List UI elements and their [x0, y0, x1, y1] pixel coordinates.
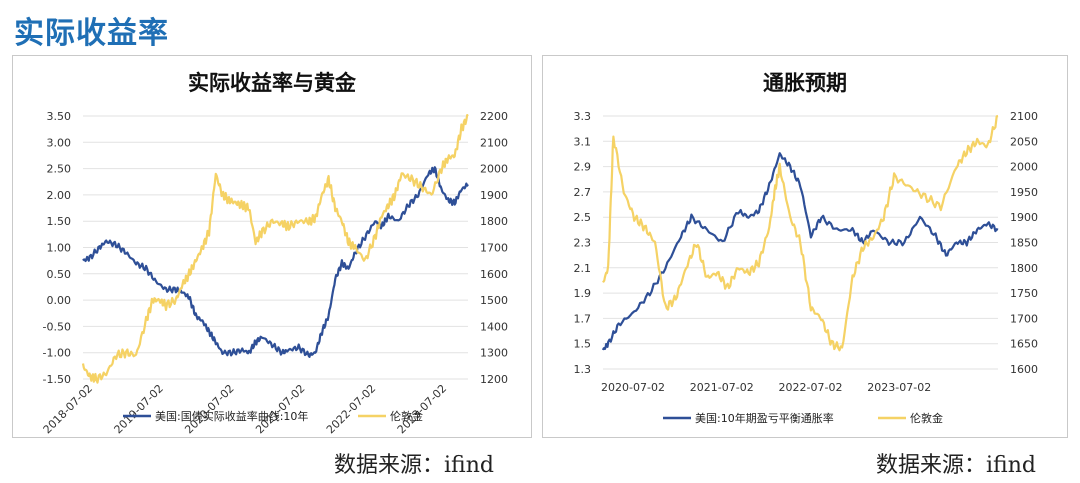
y-right-tick-label: 1950 [1010, 186, 1038, 199]
y-right-tick-label: 1600 [1010, 363, 1038, 376]
x-tick-label: 2022-07-02 [324, 382, 378, 436]
chart-inflation-expectation: 通胀预期 3.3 3.1 2.9 2.7 2.5 2.3 2.1 1.9 1.7 1.5 1.3 210… [574, 71, 1039, 425]
y-right-tick-label: 1650 [1010, 338, 1038, 351]
y-right-tick-label: 2200 [480, 110, 508, 123]
y-left-tick-label: 2.7 [574, 186, 592, 199]
y-right-tick-label: 1800 [480, 215, 508, 228]
y-right-tick-label: 2100 [1010, 110, 1038, 123]
source-note-right: 数据来源：ifind [876, 453, 1036, 478]
y-left-tick-label: -0.50 [43, 320, 71, 333]
y-right-tick-label: 2100 [480, 136, 508, 149]
y-left-tick-label: 2.1 [574, 262, 592, 275]
y-right-tick-label: 1800 [1010, 262, 1038, 275]
y-right-tick-label: 2050 [1010, 135, 1038, 148]
y-left-tick-label: 3.50 [47, 110, 72, 123]
y-left-tick-label: 0.50 [47, 268, 72, 281]
y-right-tick-label: 1300 [480, 347, 508, 360]
y-right-tick-label: 1900 [1010, 211, 1038, 224]
y-left-tick-label: 1.5 [574, 338, 592, 351]
chart-panel-inflation: 通胀预期 3.3 3.1 2.9 2.7 2.5 2.3 2.1 1.9 1.7 1.5 1.3 210… [542, 55, 1068, 438]
legend-label: 美国:10年期盈亏平衡通胀率 [695, 411, 834, 425]
y-left-tick-label: 1.50 [47, 215, 72, 228]
y-left-tick-label: 1.3 [574, 363, 592, 376]
y-left-tick-label: 2.3 [574, 237, 592, 250]
chart-title: 实际收益率与黄金 [188, 71, 357, 95]
y-left-tick-label: 1.00 [47, 242, 72, 255]
y-right-tick-label: 2000 [1010, 161, 1038, 174]
x-tick-label: 2018-07-02 [41, 382, 95, 436]
x-tick-label: 2020-07-02 [601, 381, 665, 394]
y-right-tick-label: 1750 [1010, 287, 1038, 300]
series-line-gold [81, 113, 469, 384]
y-right-tick-label: 2000 [480, 163, 508, 176]
y-left-tick-label: 3.00 [47, 136, 72, 149]
series-line-blue [82, 166, 469, 358]
y-left-tick-label: 2.00 [47, 189, 72, 202]
y-left-tick-label: 1.7 [574, 312, 592, 325]
series-line-blue [601, 152, 999, 351]
legend-label: 伦敦金 [910, 411, 943, 425]
y-right-tick-label: 1200 [480, 373, 508, 386]
chart-real-yield-gold: 实际收益率与黄金 3.50 3.00 2.50 2.00 1.50 1.00 0.50 0.00… [41, 71, 508, 436]
y-left-tick-label: 1.9 [574, 287, 592, 300]
x-tick-label: 2023-07-02 [867, 381, 931, 394]
y-right-tick-label: 1850 [1010, 237, 1038, 250]
y-right-tick-label: 1700 [480, 242, 508, 255]
y-left-tick-label: 2.50 [47, 163, 72, 176]
y-right-tick-label: 1500 [480, 294, 508, 307]
y-left-tick-label: 3.3 [574, 110, 592, 123]
y-left-tick-label: 0.00 [47, 294, 72, 307]
y-right-tick-label: 1400 [480, 320, 508, 333]
chart-panel-real-yield: 实际收益率与黄金 3.50 3.00 2.50 2.00 1.50 1.00 0.50 0.00… [12, 55, 532, 438]
legend-label: 美国:国债实际收益率曲线:10年 [155, 409, 308, 423]
chart-title: 通胀预期 [763, 71, 847, 95]
y-left-tick-label: -1.50 [43, 373, 71, 386]
y-left-tick-label: -1.00 [43, 347, 71, 360]
y-right-tick-label: 1700 [1010, 312, 1038, 325]
series-line-gold [602, 114, 999, 352]
y-left-tick-label: 2.5 [574, 211, 592, 224]
y-left-tick-label: 3.1 [574, 135, 592, 148]
y-right-tick-label: 1900 [480, 189, 508, 202]
y-right-tick-label: 1600 [480, 268, 508, 281]
y-left-tick-label: 2.9 [574, 161, 592, 174]
x-tick-label: 2022-07-02 [779, 381, 843, 394]
page-title: 实际收益率 [14, 16, 169, 51]
legend-label: 伦敦金 [390, 409, 423, 423]
x-tick-label: 2021-07-02 [690, 381, 754, 394]
source-note-left: 数据来源：ifind [334, 453, 494, 478]
